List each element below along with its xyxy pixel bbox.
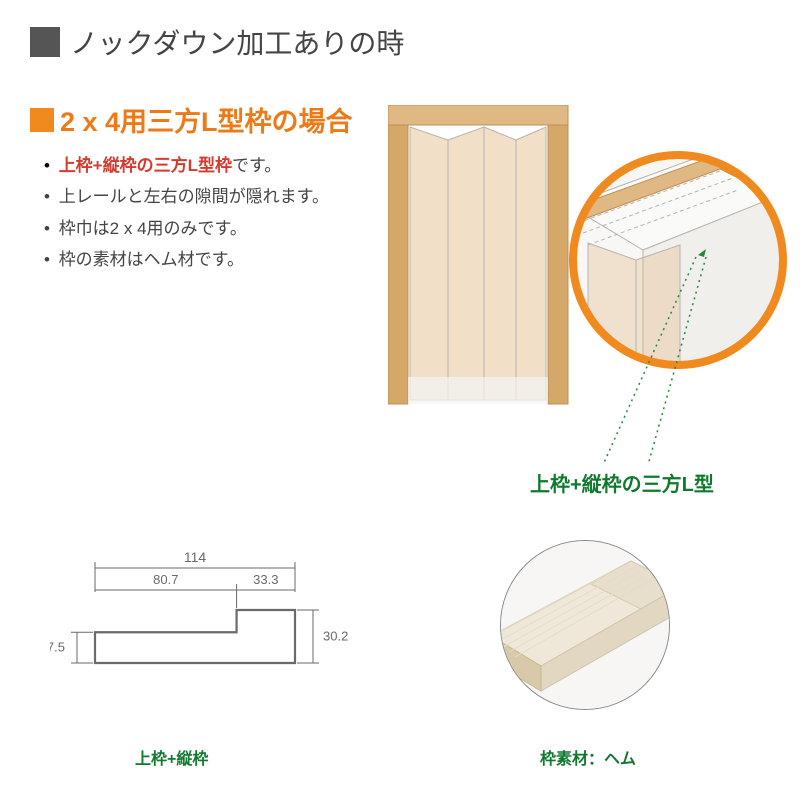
- svg-text:30.2: 30.2: [323, 628, 348, 643]
- material-circle-icon: [500, 540, 670, 710]
- svg-text:114: 114: [184, 549, 207, 565]
- subtitle-row: 2 x 4用三方L型枠の場合: [30, 100, 353, 139]
- callout-label: 上枠+縦枠の三方L型: [530, 468, 714, 497]
- svg-text:80.7: 80.7: [153, 572, 178, 587]
- profile-label: 上枠+縦枠: [135, 745, 208, 769]
- bullet-item: • 枠巾は2 x 4用のみです。: [44, 213, 384, 244]
- square-bullet-small-icon: [30, 108, 54, 132]
- bullet-list: • 上枠+縦枠の三方L型枠です。 • 上レールと左右の隙間が隠れます。 • 枠巾…: [44, 150, 384, 276]
- svg-text:17.5: 17.5: [50, 640, 65, 655]
- main-title-row: ノックダウン加工ありの時: [30, 22, 404, 62]
- subtitle: 2 x 4用三方L型枠の場合: [60, 100, 353, 139]
- bullet-item: • 上枠+縦枠の三方L型枠です。: [44, 150, 384, 181]
- bullet-item: • 上レールと左右の隙間が隠れます。: [44, 181, 384, 212]
- material-label: 枠素材：ヘム: [540, 745, 636, 769]
- bullet-item: • 枠の素材はヘム材です。: [44, 244, 384, 275]
- emphasis-text: 上枠+縦枠の三方L型枠: [59, 156, 232, 175]
- svg-text:33.3: 33.3: [253, 572, 278, 587]
- door-frame-diagram: [388, 105, 788, 475]
- main-title: ノックダウン加工ありの時: [70, 22, 404, 62]
- material-sample: [500, 540, 700, 740]
- profile-cross-section: 114 80.7 33.3 17.5 30.2: [50, 540, 350, 750]
- square-bullet-icon: [30, 27, 60, 57]
